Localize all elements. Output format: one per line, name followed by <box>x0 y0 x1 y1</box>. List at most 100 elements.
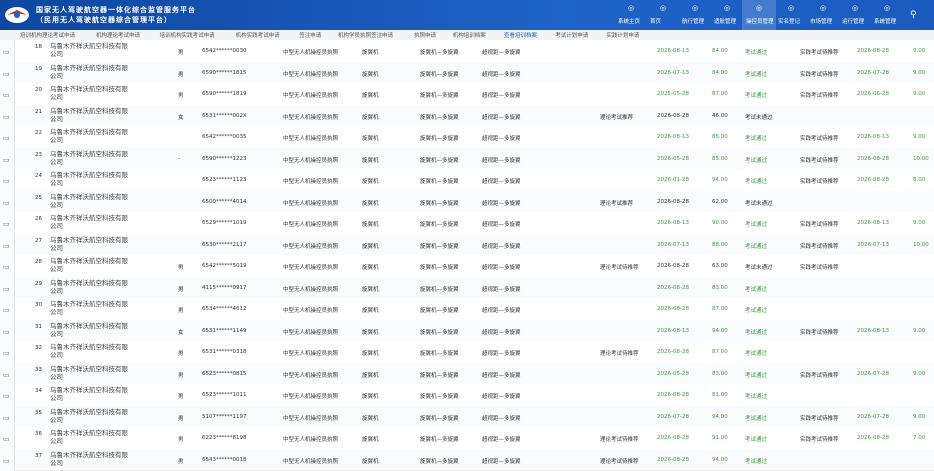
header: 国家无人驾驶航空器一体化综合监管服务平台 （民用无人驾驶航空器综合管理平台） ◎… <box>0 0 934 30</box>
table-cell: 旋翼机 <box>362 179 379 185</box>
tab[interactable]: 查看培训档案 <box>504 33 538 39</box>
table-row: 24 乌鲁木齐祥沃航空科技有限公司 6523******1123 中型无人机操控员执照… <box>15 169 934 192</box>
side-icon[interactable]: ▭ <box>3 306 10 314</box>
table-cell: 2026-08-28 <box>657 263 689 269</box>
side-icon[interactable]: ▭ <box>3 263 10 271</box>
side-icon[interactable]: ▭ <box>3 134 10 142</box>
side-icon[interactable]: ▭ <box>3 284 10 293</box>
nav-icon[interactable]: ◎ <box>884 4 891 12</box>
tab[interactable]: 实践计划申请 <box>606 33 640 39</box>
table-cell: 中型无人机操控员执照 <box>283 222 339 228</box>
side-icon[interactable]: ▭ <box>3 177 10 185</box>
side-icon[interactable]: ▭ <box>3 69 10 78</box>
side-icon[interactable]: ▭ <box>3 91 10 99</box>
nav-icon[interactable]: ◎ <box>692 4 699 12</box>
tab[interactable]: 签注申请 <box>299 33 322 39</box>
table-cell: 旋翼机 <box>362 351 379 357</box>
table-cell: 中型无人机操控员执照 <box>283 157 339 164</box>
nav-icon[interactable]: ◎ <box>788 4 795 12</box>
side-icon[interactable]: ▭ <box>3 48 10 56</box>
table-cell: 旋翼机—多旋翼 <box>420 71 459 78</box>
table-cell: 中型无人机操控员执照 <box>283 243 339 250</box>
side-icon[interactable]: ▭ <box>3 413 10 422</box>
table-cell: 10.00 <box>913 155 929 162</box>
tab[interactable]: 培训机构理论考试申请 <box>20 33 76 39</box>
tab[interactable]: 机构培训档案 <box>452 33 486 39</box>
tab[interactable]: 机构实践考试申请 <box>235 33 280 39</box>
table-cell: 旋翼机 <box>362 437 379 443</box>
side-icon[interactable]: ▭ <box>3 327 10 336</box>
table-cell: 2026-07-28 <box>857 413 889 420</box>
side-icon[interactable]: ▭ <box>3 435 10 443</box>
table-cell: 90.00 <box>712 220 728 226</box>
table-cell: 26 <box>35 216 42 222</box>
side-icon[interactable]: ▭ <box>3 370 10 379</box>
table-cell: 实践考试待推荐 <box>800 136 839 142</box>
table-cell: 85.00 <box>712 134 728 140</box>
table-cell: 22 <box>35 130 42 136</box>
table-cell: 男 <box>178 71 184 78</box>
nav-item[interactable]: 首页 <box>650 19 662 25</box>
table-cell: 考试通过 <box>745 329 768 336</box>
nav-icon[interactable]: ◎ <box>820 4 827 12</box>
table-cell: 考试通过 <box>745 351 768 357</box>
table-cell: 28 <box>35 259 42 265</box>
nav-icon[interactable]: ◎ <box>852 4 859 12</box>
table-cell: 男 <box>178 415 184 422</box>
table-cell: 旋翼机 <box>362 50 379 56</box>
table-cell: 中型无人机操控员执照 <box>283 286 339 293</box>
side-icon[interactable]: ▭ <box>3 112 10 121</box>
search-icon[interactable]: ⚲ <box>910 10 917 20</box>
table-cell: 19 <box>35 65 42 72</box>
table-cell: 考试通过 <box>745 394 768 400</box>
table-cell: 中型无人机操控员执照 <box>283 136 339 142</box>
nav-icon[interactable]: ◎ <box>660 4 667 12</box>
table-cell: 旋翼机 <box>362 308 379 314</box>
table-cell: 考试通过 <box>745 179 768 185</box>
company-cell: 乌鲁木齐祥沃航空科技有限公司 <box>50 235 128 252</box>
nav-item[interactable]: 系统管理 <box>874 19 897 25</box>
nav-item[interactable]: 适航管理 <box>714 19 737 25</box>
nav-item[interactable]: 系统主页 <box>618 19 641 25</box>
table-row: 37 乌鲁木齐祥沃航空科技有限公司 男 6543******0018 中型无人机操控员执… <box>15 448 934 471</box>
table-cell: 考试未通过 <box>745 265 773 271</box>
side-icon[interactable]: ▭ <box>3 198 10 207</box>
company-cell: 乌鲁木齐祥沃航空科技有限公司 <box>50 192 128 209</box>
nav-icon[interactable]: ◎ <box>724 4 731 12</box>
side-icon[interactable]: ▭ <box>3 220 10 228</box>
table-cell: 考试通过 <box>745 93 768 99</box>
table-cell: 男 <box>178 351 184 357</box>
nav-item[interactable]: 市场管理 <box>810 19 833 25</box>
table-cell: 中型无人机操控员执照 <box>283 372 339 379</box>
table-cell: 83.00 <box>712 370 728 377</box>
side-icon[interactable]: ▭ <box>3 241 10 250</box>
tab[interactable]: 培训机构实践考试申请 <box>159 33 215 39</box>
tab[interactable]: 执照申请 <box>414 33 437 39</box>
nav-item[interactable]: 运行管理 <box>842 19 865 25</box>
table-cell: 83.00 <box>712 284 728 291</box>
table-cell: 5107******1197 <box>202 413 247 420</box>
side-icon[interactable]: ▭ <box>3 155 10 164</box>
nav-item[interactable]: 实名登记 <box>778 19 801 25</box>
tab[interactable]: 机构学员执照签注申请 <box>338 33 394 39</box>
nav-item[interactable]: 操控员管理 <box>746 19 774 25</box>
tab[interactable]: 机构理论考试申请 <box>96 33 141 39</box>
nav-icon[interactable]: ◎ <box>756 4 763 12</box>
side-icon[interactable]: ▭ <box>3 349 10 357</box>
table-cell: 旋翼机—多旋翼 <box>420 136 459 142</box>
table-cell: 20 <box>35 87 42 93</box>
table-cell: 2026-08-28 <box>857 155 889 162</box>
table-cell: 25 <box>35 194 42 201</box>
side-icon[interactable]: ▭ <box>3 456 10 465</box>
nav-item[interactable]: 航行管理 <box>682 19 705 25</box>
table-cell: 2026-08-13 <box>857 134 889 140</box>
nav-icon[interactable]: ◎ <box>628 4 635 12</box>
side-icon[interactable]: ▭ <box>3 392 10 400</box>
table-cell: 6543******0018 <box>202 456 247 463</box>
tab[interactable]: 考试计划申请 <box>555 33 589 39</box>
table-row: 19 乌鲁木齐祥沃航空科技有限公司 男 6590******1815 中型无人机操控员执… <box>15 61 934 84</box>
table-cell: 实践考试待推荐 <box>800 71 839 78</box>
table-cell: 63.00 <box>712 263 728 269</box>
table-cell: 87.00 <box>712 91 728 97</box>
table-cell: 87.00 <box>712 349 728 355</box>
